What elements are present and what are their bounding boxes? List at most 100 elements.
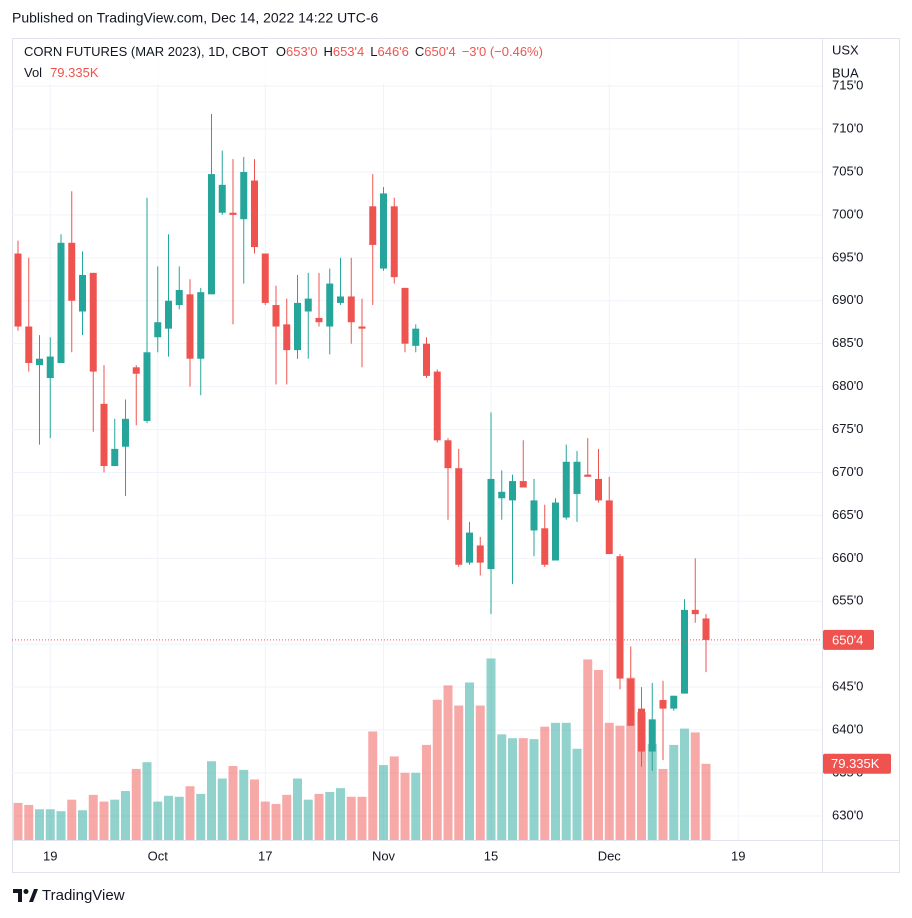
volume-legend: Vol 79.335K	[24, 65, 99, 80]
candle-body	[412, 328, 420, 346]
volume-bar	[615, 725, 625, 840]
candle-body	[68, 242, 76, 301]
candle-body	[165, 300, 172, 329]
x-tick-label: 15	[484, 848, 498, 863]
candle-body	[36, 358, 43, 366]
candle-body	[251, 180, 258, 248]
volume-bar	[24, 804, 34, 840]
volume-bar	[465, 682, 474, 840]
volume-bar	[174, 796, 184, 840]
volume-bar	[88, 794, 98, 840]
x-tick-label: 19	[731, 848, 745, 863]
candle-body	[208, 174, 215, 295]
volume-bar	[400, 772, 410, 840]
unit-label: USX	[832, 42, 859, 57]
volume-bar	[583, 659, 593, 840]
candle-body	[79, 274, 86, 312]
candle-body	[111, 448, 119, 467]
logo	[13, 889, 38, 902]
volume-bar	[454, 705, 464, 840]
y-tick-label: 715'0	[832, 78, 863, 93]
y-tick-label: 665'0	[832, 507, 863, 522]
y-tick-label: 680'0	[832, 378, 863, 393]
candle-body	[337, 296, 344, 303]
footer-brand: TradingView	[42, 887, 125, 904]
candle-body	[186, 294, 194, 359]
volume-bar	[239, 769, 249, 840]
x-tick-label: 19	[43, 848, 57, 863]
unit-backdrop	[823, 40, 893, 90]
volume-bar	[432, 699, 442, 840]
y-tick-label: 630'0	[832, 807, 863, 822]
candle-body	[122, 418, 129, 447]
candle-body	[530, 500, 538, 531]
volume-bar	[594, 669, 603, 840]
ohlc-key: O	[276, 44, 286, 59]
x-tick-label: 17	[258, 848, 272, 863]
volume-bar	[196, 793, 206, 840]
volume-bar	[529, 739, 539, 840]
candle-body	[487, 478, 495, 570]
x-tick-label: Nov	[372, 848, 396, 863]
volume-bar	[346, 796, 356, 840]
volume-bar	[389, 756, 399, 840]
volume-bar	[13, 802, 23, 840]
volume-value: 79.335K	[50, 65, 99, 80]
candle-body	[154, 322, 162, 338]
y-tick-label: 675'0	[832, 421, 863, 436]
candle-body	[595, 478, 602, 501]
volume-bar	[475, 705, 485, 840]
last-volume-box	[823, 753, 891, 774]
volume-bar	[282, 794, 292, 840]
ohlc-value: 650'4	[424, 44, 455, 59]
volume-bar	[99, 801, 109, 840]
volume-bar	[336, 788, 345, 840]
ohlc-key: H	[323, 44, 332, 59]
candle-body	[401, 287, 409, 344]
candle-body	[89, 272, 97, 372]
ohlc-value: 653'0	[286, 44, 317, 59]
y-tick-label: 670'0	[832, 464, 863, 479]
candle-body	[304, 298, 312, 312]
volume-bar	[121, 791, 130, 840]
volume-bar	[561, 722, 571, 840]
volume-bar	[78, 810, 87, 840]
candle-body	[272, 305, 280, 327]
candle-layer	[14, 113, 710, 771]
candle-body	[423, 343, 430, 376]
ohlc-key: C	[415, 44, 424, 59]
chart-frame	[12, 38, 900, 873]
candle-body	[14, 253, 22, 327]
volume-bar	[508, 738, 517, 840]
last-volume-label: 79.335K	[831, 756, 880, 771]
x-tick-label: Dec	[598, 848, 622, 863]
candle-body	[616, 556, 624, 679]
volume-bar	[701, 763, 711, 840]
candle-body	[380, 193, 387, 269]
candle-body	[552, 502, 559, 561]
y-tick-label: 700'0	[832, 206, 863, 221]
candle-body	[100, 403, 108, 467]
candle-body	[143, 352, 151, 421]
volume-bar	[67, 799, 77, 840]
volume-bar	[572, 748, 582, 840]
volume-bar	[131, 768, 141, 840]
candle-body	[519, 481, 527, 488]
volume-bar	[690, 732, 700, 840]
volume-layer	[13, 658, 711, 840]
volume-bar	[217, 778, 227, 840]
candle-body	[702, 618, 710, 640]
volume-bar	[443, 685, 453, 840]
volume-bar	[250, 779, 259, 840]
volume-bar	[518, 738, 528, 840]
volume-bar	[497, 734, 507, 840]
candle-body	[132, 367, 140, 374]
volume-bar	[422, 744, 431, 840]
candle-body	[46, 356, 54, 379]
volume-bar	[604, 722, 614, 840]
unit-label: BUA	[832, 65, 859, 80]
candle-body	[347, 296, 355, 323]
volume-bar	[153, 801, 163, 840]
